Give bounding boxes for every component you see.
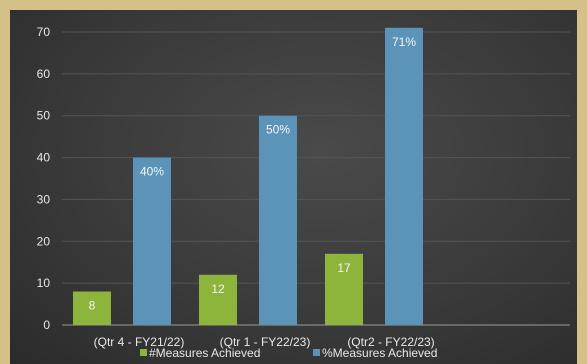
legend-label: #Measures Achieved [149, 346, 260, 360]
x-category-label: (Qtr2 - FY22/23) [347, 335, 434, 349]
y-tick-label: 60 [37, 67, 51, 81]
data-label: 12 [211, 282, 225, 296]
y-axis-ticks: 0 10 20 30 40 50 60 70 [37, 25, 51, 332]
bar-percent [385, 27, 423, 326]
x-category-label: (Qtr 4 - FY21/22) [94, 335, 185, 349]
bar-count [73, 291, 111, 325]
chart-frame: 0 10 20 30 40 50 60 70 8 40% 12 50% 17 71% (Qtr 4 - … [10, 10, 577, 364]
y-tick-label: 50 [37, 109, 51, 123]
data-label: 17 [337, 261, 351, 275]
data-label: 50% [266, 123, 290, 137]
y-tick-label: 30 [37, 192, 51, 206]
y-tick-label: 40 [37, 151, 51, 165]
bar-count [199, 274, 237, 325]
data-label: 40% [140, 165, 164, 179]
bar-count [325, 253, 363, 325]
legend-swatch [140, 349, 147, 356]
y-tick-label: 10 [37, 276, 51, 290]
x-axis-categories: (Qtr 4 - FY21/22) (Qtr 1 - FY22/23) (Qtr2 … [94, 335, 435, 349]
y-tick-label: 0 [43, 318, 50, 332]
data-label: 71% [392, 35, 416, 49]
bars [73, 27, 423, 326]
bar-chart: 0 10 20 30 40 50 60 70 8 40% 12 50% 17 71% (Qtr 4 - … [37, 25, 570, 360]
y-tick-label: 70 [37, 25, 51, 39]
data-label: 8 [89, 299, 96, 313]
legend-label: %Measures Achieved [322, 346, 437, 360]
bar-percent [133, 157, 171, 325]
y-tick-label: 20 [37, 234, 51, 248]
data-labels: 8 40% 12 50% 17 71% [89, 35, 417, 313]
legend: #Measures Achieved %Measures Achieved [140, 346, 437, 360]
bar-percent [259, 115, 297, 325]
x-category-label: (Qtr 1 - FY22/23) [220, 335, 311, 349]
legend-swatch [313, 349, 320, 356]
